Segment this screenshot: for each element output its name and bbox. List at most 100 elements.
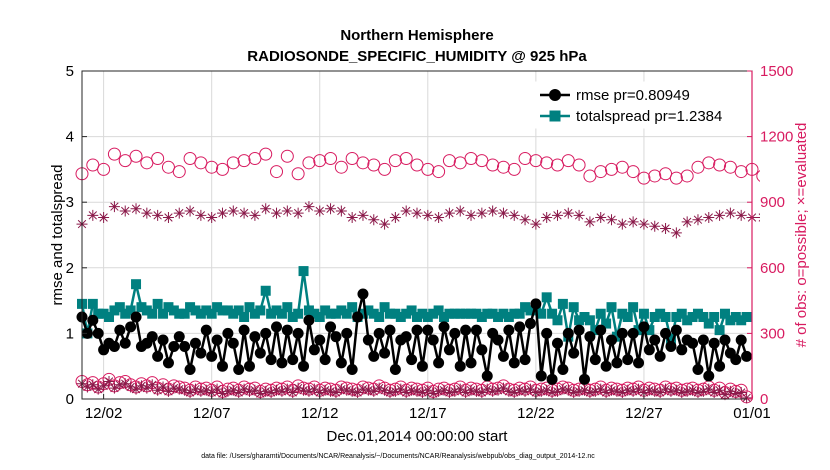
rmse-point: [508, 357, 520, 369]
totalspread-point: [557, 298, 568, 309]
obs-possible-point: [388, 154, 402, 168]
obs-evaluated-point: [503, 385, 515, 397]
obs-evaluated-point: [81, 381, 93, 393]
obs-evaluated-point: [114, 379, 126, 391]
obs-evaluated-point: [476, 386, 488, 398]
obs-evaluated-point: [98, 380, 110, 392]
totalspread-point: [147, 308, 158, 319]
rmse-point: [519, 354, 531, 366]
obs-evaluated-point: [557, 383, 569, 395]
totalspread-point: [93, 308, 104, 319]
chart-subtitle: RADIOSONDE_SPECIFIC_HUMIDITY @ 925 hPa: [247, 48, 587, 65]
totalspread-point: [622, 312, 633, 322]
legend: rmse pr=0.80949 totalspread pr=1.2384: [529, 81, 739, 129]
obs-evaluated-point: [141, 382, 153, 394]
rmse-point: [497, 350, 509, 362]
obs-evaluated-point: [206, 212, 218, 224]
rmse-point: [541, 327, 553, 339]
obs-evaluated-point: [168, 382, 180, 394]
totalspread-point: [201, 305, 212, 316]
totalspread-point: [703, 318, 714, 329]
obs-evaluated-point: [146, 379, 158, 391]
obs-possible-point: [259, 147, 273, 161]
totalspread-point: [239, 312, 250, 322]
totalspread-point: [687, 312, 698, 322]
totalspread-point: [384, 308, 395, 319]
obs-evaluated-point: [130, 383, 142, 395]
rmse-point: [692, 363, 704, 375]
obs-evaluated-point: [487, 385, 499, 397]
totalspread-point: [271, 305, 282, 316]
obs-evaluated-point: [573, 209, 585, 221]
rmse-point: [703, 370, 715, 382]
rmse-point: [524, 318, 536, 330]
totalspread-point: [509, 308, 520, 319]
totalspread-point: [325, 308, 336, 319]
x-tick-label: 12/22: [517, 405, 555, 422]
totalspread-point: [228, 308, 239, 319]
y-axis-label-left: rmse and totalspread: [49, 165, 66, 306]
rmse-point: [665, 341, 677, 353]
y-tick-label-left: 4: [66, 129, 74, 146]
obs-evaluated-point: [108, 201, 120, 213]
totalspread-point: [255, 305, 266, 316]
obs-possible-point: [291, 167, 305, 181]
rmse-point: [384, 324, 396, 336]
rmse-point: [470, 324, 482, 336]
y-tick-label-right: 0: [760, 391, 768, 408]
rmse-point: [649, 334, 661, 346]
obs-evaluated-point: [162, 385, 174, 397]
totalspread-point: [341, 308, 352, 319]
obs-evaluated-point: [530, 218, 542, 230]
obs-evaluated-point: [308, 383, 320, 395]
axis-ticks: 12/02 12/07 12/12 12/17 12/22 12/27 01/0101234…: [66, 63, 794, 422]
totalspread-point: [174, 308, 185, 319]
rmse-point: [697, 334, 709, 346]
obs-possible-point: [313, 154, 327, 168]
obs-evaluated-point: [195, 209, 207, 221]
rmse-point: [503, 324, 515, 336]
obs-evaluated-point: [714, 209, 726, 221]
obs-evaluated-point: [238, 383, 250, 395]
obs-evaluated-point: [595, 212, 607, 224]
rmse-point: [373, 327, 385, 339]
obs-evaluated-point: [427, 388, 439, 400]
obs-evaluated-point: [130, 203, 142, 215]
obs-evaluated-point: [368, 214, 380, 226]
series-totalspread-pr-1-2384: [77, 266, 752, 345]
obs-evaluated-point: [260, 385, 272, 397]
totalspread-point: [293, 308, 304, 319]
rmse-point: [216, 360, 228, 372]
obs-evaluated-point: [681, 385, 693, 397]
obs-evaluated-point: [433, 212, 445, 224]
obs-evaluated-point: [724, 207, 736, 219]
obs-evaluated-point: [173, 383, 185, 395]
obs-possible-point: [378, 162, 392, 176]
totalspread-point: [357, 308, 368, 319]
totalspread-point: [547, 308, 558, 319]
obs-possible-point: [518, 151, 532, 165]
obs-evaluated-point: [508, 386, 520, 398]
obs-evaluated-point: [249, 384, 261, 396]
totalspread-point: [282, 302, 293, 313]
rmse-point: [222, 327, 234, 339]
obs-evaluated-point: [249, 209, 261, 221]
rmse-point: [303, 314, 315, 326]
totalspread-point: [601, 318, 612, 329]
rmse-point: [389, 363, 401, 375]
x-tick-label: 12/17: [409, 405, 447, 422]
obs-evaluated-point: [670, 227, 682, 239]
x-tick-label: 12/27: [625, 405, 663, 422]
obs-evaluated-point: [119, 205, 131, 217]
obs-evaluated-point: [703, 212, 715, 224]
obs-possible-point: [129, 149, 143, 163]
obs-possible-point: [529, 154, 543, 168]
rmse-point: [676, 344, 688, 356]
totalspread-point: [417, 308, 428, 319]
obs-evaluated-point: [325, 385, 337, 397]
obs-evaluated-point: [476, 207, 488, 219]
rmse-point: [260, 327, 272, 339]
obs-possible-point: [356, 156, 370, 170]
rmse-point: [346, 363, 358, 375]
rmse-point: [254, 347, 266, 359]
